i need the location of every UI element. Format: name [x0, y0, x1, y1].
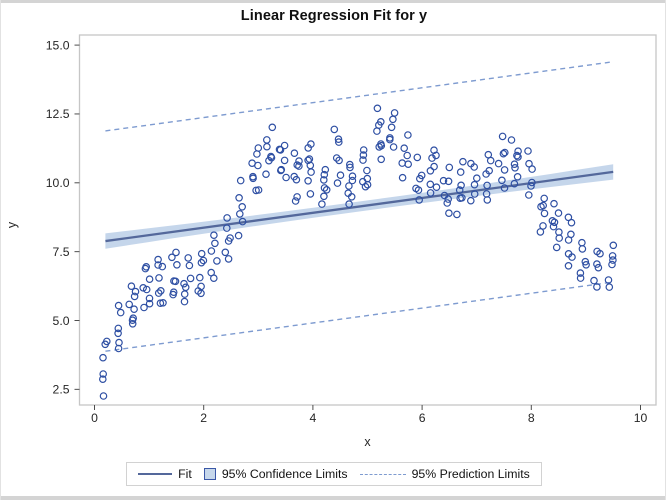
fit-line-sample-icon: [138, 473, 173, 475]
y-tick-label: 7.5: [53, 245, 70, 259]
confidence-band-swatch-icon: [203, 468, 216, 480]
prediction-line-sample-icon: [359, 473, 406, 475]
x-tick-label: 2: [200, 411, 207, 425]
legend-container: Fit 95% Confidence Limits 95% Prediction…: [1, 462, 665, 486]
upper-prediction-limit-line: [105, 61, 614, 132]
legend-confidence-label: 95% Confidence Limits: [221, 467, 348, 481]
y-tick-label: 2.5: [53, 383, 70, 397]
figure-top-rule: [1, 0, 665, 3]
y-tick-label: 5.0: [53, 314, 70, 328]
y-tick-label: 12.5: [46, 107, 70, 121]
x-tick-label: 6: [419, 411, 426, 425]
x-tick-label: 0: [91, 411, 98, 425]
plot-frame: [78, 34, 657, 406]
legend-item-confidence: 95% Confidence Limits: [203, 467, 348, 481]
figure-bottom-rule: [1, 496, 665, 500]
scatter-points: [99, 104, 618, 400]
x-tick-label: 8: [528, 411, 535, 425]
legend-fit-label: Fit: [178, 467, 192, 481]
legend-item-prediction: 95% Prediction Limits: [359, 467, 530, 481]
x-tick-label: 10: [634, 411, 648, 425]
legend: Fit 95% Confidence Limits 95% Prediction…: [126, 462, 542, 486]
chart-title: Linear Regression Fit for y: [240, 8, 428, 24]
legend-prediction-label: 95% Prediction Limits: [411, 467, 530, 481]
legend-item-fit: Fit: [138, 467, 192, 481]
y-tick-label: 10.0: [46, 176, 70, 190]
y-tick-label: 15.0: [46, 38, 70, 52]
x-tick-label: 4: [310, 411, 317, 425]
axis-ticks: 0 2 4 6 8 10 2.5 5.0 7.5 10.0 12.5 15.0: [46, 38, 648, 424]
y-axis-label: y: [5, 221, 19, 229]
x-axis-label: x: [364, 435, 371, 449]
lower-prediction-limit-line: [105, 281, 614, 352]
